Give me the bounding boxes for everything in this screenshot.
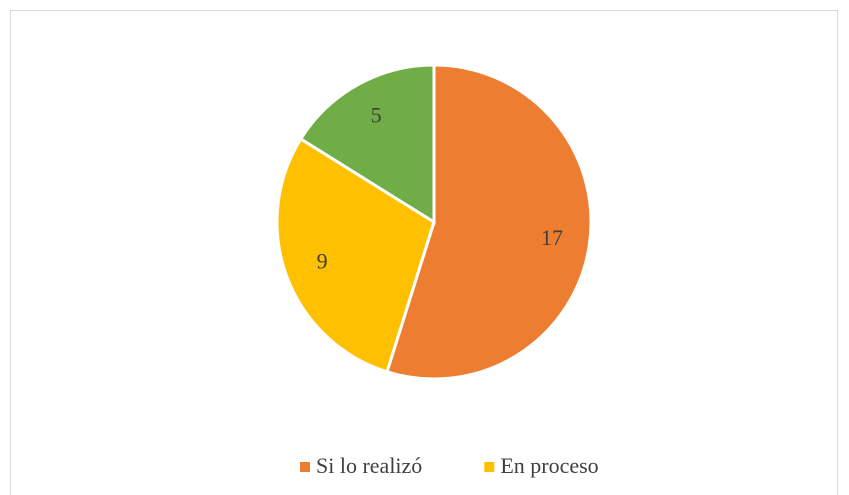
data-label: 17 <box>541 225 563 250</box>
pie-slice <box>275 136 436 374</box>
pie-slice <box>385 63 593 381</box>
legend-swatch <box>300 462 310 472</box>
legend-label: Si lo realizó <box>316 453 422 478</box>
legend-swatch <box>484 462 495 472</box>
data-label: 9 <box>317 248 328 273</box>
legend-label: En proceso <box>500 453 598 478</box>
data-label: 5 <box>371 103 382 128</box>
pie-slice <box>298 63 436 225</box>
